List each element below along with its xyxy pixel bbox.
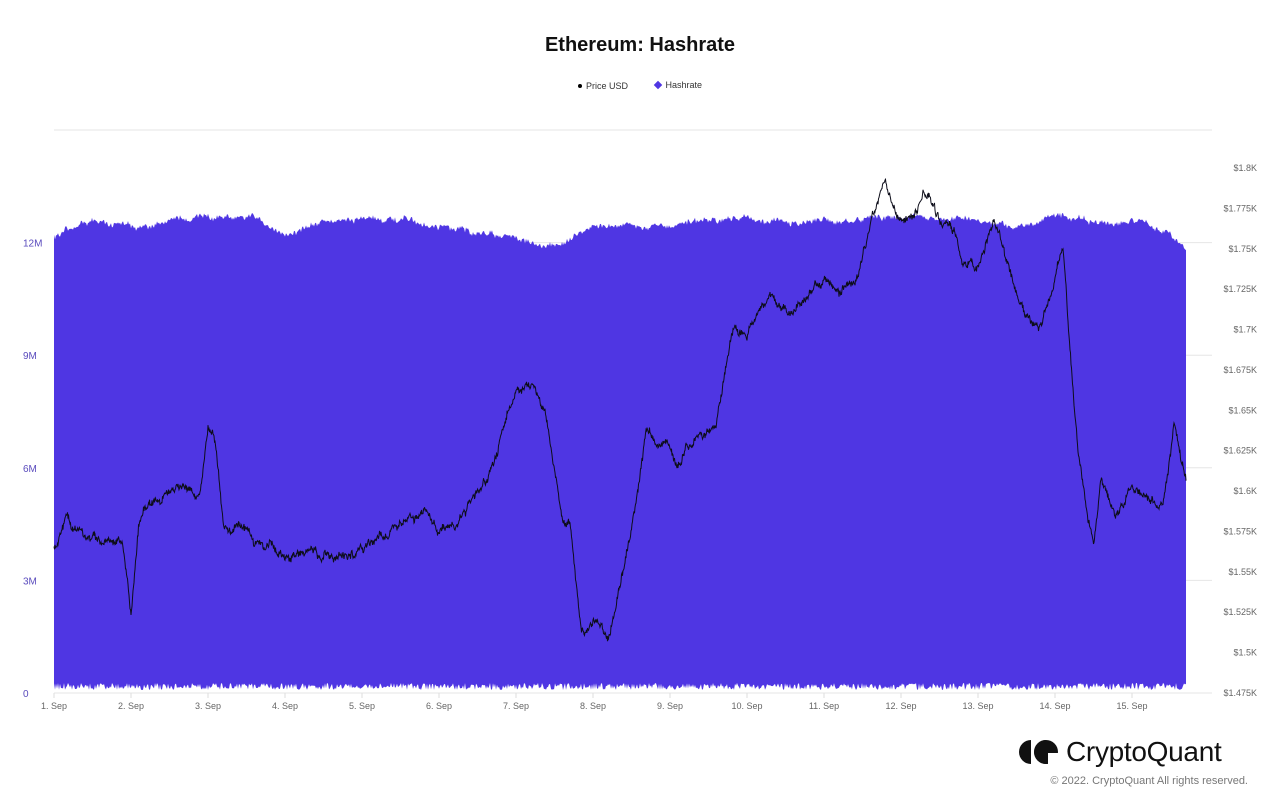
x-axis-tick-label: 14. Sep xyxy=(1039,701,1070,711)
left-axis-tick-label: 3M xyxy=(23,576,37,587)
right-y-axis: $1.475K $1.5K $1.525K $1.55K $1.575K $1.6K $1.… xyxy=(1223,163,1257,698)
dot-icon xyxy=(577,84,582,88)
right-axis-tick-label: $1.8K xyxy=(1233,163,1257,173)
x-axis-tick-label: 6. Sep xyxy=(426,701,452,711)
x-axis-tick-label: 10. Sep xyxy=(731,701,762,711)
x-axis-tick-label: 4. Sep xyxy=(272,701,298,711)
x-axis-tick-label: 15. Sep xyxy=(1116,701,1147,711)
right-axis-tick-label: $1.525K xyxy=(1223,607,1257,617)
right-axis-tick-label: $1.6K xyxy=(1233,486,1257,496)
x-axis-tick-label: 3. Sep xyxy=(195,701,221,711)
legend-label-price: Price USD xyxy=(585,81,628,91)
x-axis-tick-label: 1. Sep xyxy=(41,701,67,711)
left-axis-tick-label: 9M xyxy=(23,351,37,362)
right-axis-tick-label: $1.775K xyxy=(1223,203,1257,213)
right-axis-tick-label: $1.65K xyxy=(1228,405,1257,415)
left-y-axis: 0 3M 6M 9M 12M xyxy=(23,239,42,700)
right-axis-tick-label: $1.7K xyxy=(1233,325,1257,335)
x-axis-tick-label: 8. Sep xyxy=(580,701,606,711)
left-axis-tick-label: 12M xyxy=(23,239,42,250)
copyright-text: © 2022. CryptoQuant All rights reserved. xyxy=(1050,775,1248,787)
right-axis-tick-label: $1.575K xyxy=(1223,526,1257,536)
right-axis-tick-label: $1.625K xyxy=(1223,446,1257,456)
chart-plot-area[interactable]: 0 3M 6M 9M 12M $1.475K $1.5K $1.525K $1.55K $1.5… xyxy=(0,0,1280,730)
cryptoquant-logo-icon xyxy=(1019,740,1058,765)
hashrate-area-series[interactable] xyxy=(54,212,1186,690)
x-axis-tick-label: 2. Sep xyxy=(118,701,144,711)
legend-label-hashrate: Hashrate xyxy=(665,80,703,90)
x-axis-tick-label: 9. Sep xyxy=(657,701,683,711)
chart-title: Ethereum: Hashrate xyxy=(544,34,736,56)
chart-legend: Price USD Hashrate xyxy=(0,80,1280,91)
x-axis-tick-label: 12. Sep xyxy=(885,701,916,711)
legend-item-hashrate[interactable]: Hashrate xyxy=(653,80,703,90)
price-line-series[interactable] xyxy=(53,177,1187,642)
x-axis-tick-label: 5. Sep xyxy=(349,701,375,711)
x-axis: 1. Sep 2. Sep 3. Sep 4. Sep 5. Sep 6. Sep 7. S… xyxy=(41,693,1148,711)
x-axis-tick-label: 7. Sep xyxy=(503,701,529,711)
right-axis-tick-label: $1.675K xyxy=(1223,365,1257,375)
brand-name: CryptoQuant xyxy=(1066,736,1222,767)
right-axis-tick-label: $1.475K xyxy=(1223,688,1257,698)
right-axis-tick-label: $1.75K xyxy=(1228,244,1257,254)
cryptoquant-logo: CryptoQuant xyxy=(1018,736,1222,768)
legend-item-price[interactable]: Price USD xyxy=(577,81,628,91)
left-axis-tick-label: 6M xyxy=(23,464,37,475)
x-axis-tick-label: 11. Sep xyxy=(809,701,839,711)
x-axis-tick-label: 13. Sep xyxy=(962,701,993,711)
left-axis-tick-label: 0 xyxy=(23,689,29,700)
right-axis-tick-label: $1.5K xyxy=(1233,648,1257,658)
right-axis-tick-label: $1.55K xyxy=(1228,567,1257,577)
right-axis-tick-label: $1.725K xyxy=(1223,284,1257,294)
